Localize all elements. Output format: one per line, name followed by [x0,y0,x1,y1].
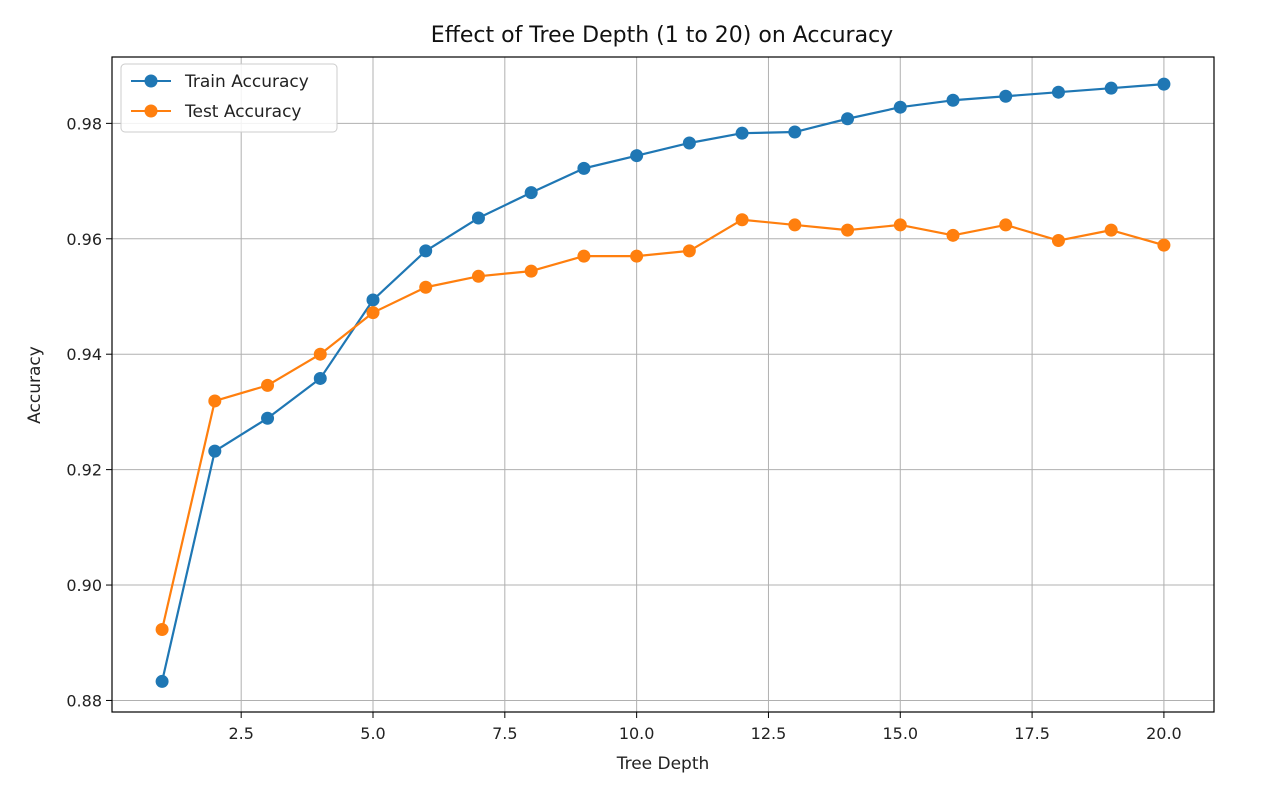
chart-title: Effect of Tree Depth (1 to 20) on Accura… [431,23,893,48]
legend-train-label: Train Accuracy [184,72,309,92]
test-accuracy-point [261,378,275,392]
test-accuracy-point [1157,238,1171,252]
legend: Train Accuracy Test Accuracy [120,63,338,133]
train-accuracy-point [630,149,644,163]
test-accuracy-point [155,622,169,636]
y-axis: 0.88 0.90 0.92 0.94 0.96 0.98 [66,114,112,710]
x-tick-label: 15.0 [882,724,918,743]
y-tick-label: 0.98 [66,114,102,133]
test-accuracy-point [788,218,802,232]
train-accuracy-point [1157,77,1171,91]
test-accuracy-point [313,347,327,361]
train-accuracy-point [366,293,380,307]
x-axis: 2.5 5.0 7.5 10.0 12.5 15.0 17.5 20.0 [228,712,1182,743]
test-accuracy-point [893,218,907,232]
y-tick-label: 0.88 [66,691,102,710]
train-accuracy-point [735,126,749,140]
test-accuracy-point [841,223,855,237]
x-tick-label: 20.0 [1146,724,1182,743]
train-accuracy-point [841,112,855,126]
train-accuracy-point [577,161,591,175]
x-tick-label: 5.0 [360,724,385,743]
train-accuracy-point [788,125,802,139]
test-accuracy-point [630,249,644,263]
test-accuracy-point [419,280,433,294]
train-accuracy-point [208,444,222,458]
test-accuracy-point [999,218,1013,232]
plot-frame [111,56,1215,713]
test-accuracy-point [524,264,538,278]
train-accuracy-point [261,411,275,425]
legend-test-label: Test Accuracy [184,102,302,122]
test-accuracy-point [208,394,222,408]
test-accuracy-point [471,269,485,283]
train-accuracy-line [161,83,1164,682]
test-accuracy-line [161,218,1165,630]
x-tick-label: 12.5 [751,724,787,743]
x-tick-label: 2.5 [228,724,253,743]
y-tick-label: 0.92 [66,461,102,480]
test-accuracy-point [735,213,749,227]
test-accuracy-point [682,244,696,258]
legend-box [120,63,338,133]
y-tick-label: 0.96 [66,230,102,249]
x-tick-label: 7.5 [492,724,517,743]
test-accuracy-point [1051,234,1065,248]
train-accuracy-point [946,93,960,107]
legend-train-marker [144,74,158,88]
train-accuracy-point [313,371,327,385]
train-accuracy-point [155,674,169,688]
train-accuracy-point [893,100,907,114]
y-axis-title: Accuracy [25,346,45,424]
x-axis-title: Tree Depth [616,754,710,774]
train-accuracy-point [524,186,538,200]
test-accuracy-point [577,249,591,263]
train-accuracy-point [682,136,696,150]
test-accuracy-point [366,306,380,320]
series-layer [155,77,1171,688]
train-accuracy-point [999,89,1013,103]
grid [112,57,1214,712]
test-accuracy-point [946,228,960,242]
train-accuracy-point [471,211,485,225]
test-accuracy-point [1104,223,1118,237]
y-tick-label: 0.94 [66,345,102,364]
y-tick-label: 0.90 [66,576,102,595]
train-accuracy-point [1051,85,1065,99]
x-tick-label: 10.0 [619,724,655,743]
train-accuracy-point [1104,81,1118,95]
x-tick-label: 17.5 [1014,724,1050,743]
legend-test-marker [144,104,158,118]
train-accuracy-point [419,244,433,258]
